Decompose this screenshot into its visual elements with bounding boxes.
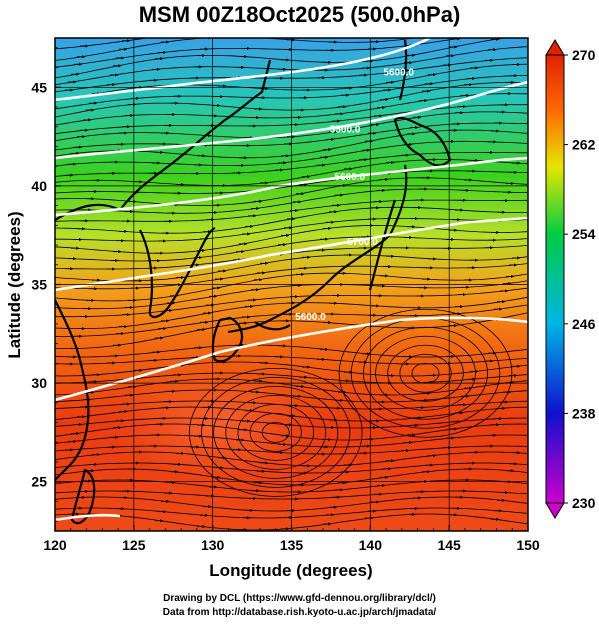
page-title: MSM 00Z18Oct2025 (500.0hPa)	[138, 2, 461, 27]
coastline-kyushu	[211, 316, 291, 363]
contour-line	[55, 316, 528, 402]
vortex-ring	[249, 412, 302, 452]
colorbar-tick-label: 262	[572, 137, 596, 153]
vortex-ring	[375, 335, 476, 411]
x-tick-label: 125	[122, 537, 146, 553]
coastline-taiwan	[70, 468, 96, 525]
vortex-ring	[225, 394, 327, 470]
vortex-ring	[387, 344, 464, 402]
coastline-hokkaido	[393, 39, 452, 167]
contour-label: 5600.0	[383, 67, 414, 78]
vortex-ring	[188, 367, 363, 497]
colorbar-bottom-triangle	[545, 502, 565, 519]
contour-line	[55, 80, 528, 160]
y-tick-label: 35	[31, 277, 47, 293]
y-tick-label: 25	[31, 474, 47, 490]
contour-line	[55, 216, 528, 292]
colorbar-tick-label: 246	[572, 316, 596, 332]
x-axis-ticks: 120 125 130 135 140 145 150	[43, 525, 540, 553]
x-tick-label: 130	[201, 537, 225, 553]
colorbar-tick-label: 230	[572, 495, 596, 511]
vortex-ring	[338, 308, 513, 438]
x-tick-label: 150	[516, 537, 540, 553]
contour-line	[55, 38, 431, 102]
vortex-ring	[237, 403, 314, 461]
y-tick-label: 40	[31, 178, 47, 194]
credits: Drawing by DCL (https://www.gfd-dennou.o…	[0, 592, 599, 620]
credit-drawing: Drawing by DCL (https://www.gfd-dennou.o…	[163, 593, 436, 604]
colorbar-ticks: 230 238 246 254 262 270	[564, 47, 596, 511]
lat-lon-grid	[55, 38, 528, 531]
contour-label: 5500.0	[330, 125, 361, 136]
x-tick-label: 120	[43, 537, 67, 553]
y-axis-title: Latitude (degrees)	[5, 211, 24, 358]
colorbar-gradient	[545, 54, 565, 504]
contour-labels: 5600.0 5700.0 5600.0 5500.0 5600.0	[295, 67, 414, 323]
geopotential-contours	[55, 38, 528, 522]
vortex-ring	[213, 385, 339, 479]
x-axis-title: Longitude (degrees)	[209, 561, 372, 580]
colorbar-tick-label: 238	[572, 405, 596, 421]
contour-label: 5600.0	[295, 312, 326, 323]
contour-label: 5700.0	[347, 237, 378, 248]
x-tick-label: 140	[359, 537, 383, 553]
vortex-ring	[261, 421, 290, 443]
colorbar-tick-label: 270	[572, 47, 596, 63]
x-tick-label: 145	[437, 537, 461, 553]
y-axis-ticks: 25 30 35 40 45	[31, 47, 61, 522]
credit-data: Data from http://database.rish.kyoto-u.a…	[162, 607, 437, 618]
vortex-ring	[201, 376, 351, 488]
vortex-ring	[363, 326, 489, 420]
colorbar-top-triangle	[545, 39, 565, 56]
x-tick-label: 135	[280, 537, 304, 553]
contour-label: 5600.0	[335, 172, 366, 183]
colorbar-tick-label: 254	[572, 226, 596, 242]
y-tick-label: 30	[31, 375, 47, 391]
y-tick-label: 45	[31, 79, 47, 95]
contour-line	[55, 513, 121, 522]
plot-area: 5600.0 5700.0 5600.0 5500.0 5600.0	[55, 38, 528, 531]
vortex-ring	[399, 353, 452, 393]
colorbar: 230 238 246 254 262 270	[545, 39, 596, 519]
